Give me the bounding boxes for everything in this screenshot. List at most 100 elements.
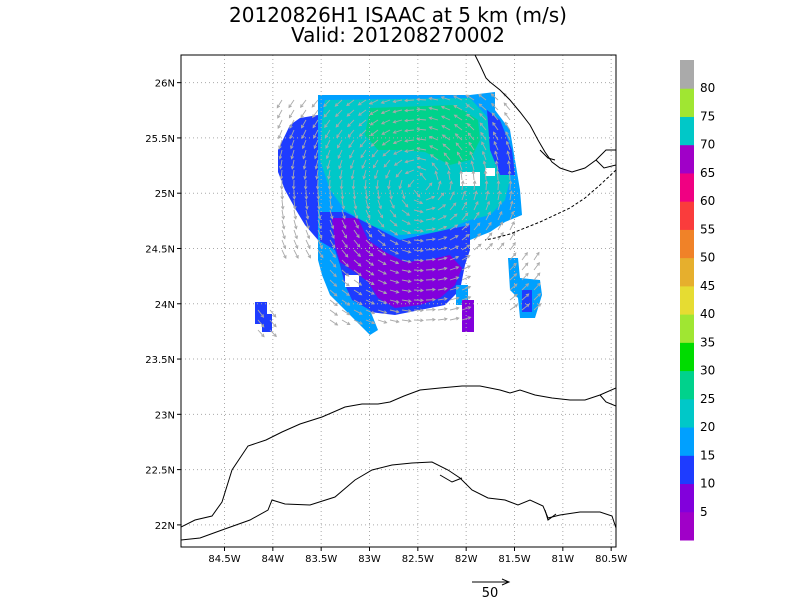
- wind-vector: [365, 249, 374, 257]
- lat-tick-label: 25N: [155, 189, 175, 200]
- wind-vector: [341, 279, 350, 287]
- wind-vector: [389, 319, 399, 323]
- colorbar-label: 30: [700, 364, 715, 378]
- wind-vector-head: [349, 154, 353, 159]
- wind-vector: [313, 139, 319, 149]
- lat-tick-label: 23N: [155, 410, 175, 421]
- wind-vector-head: [493, 140, 497, 145]
- wind-vector-head: [512, 252, 517, 257]
- wind-vector: [485, 191, 489, 201]
- wind-vector: [497, 180, 500, 191]
- wind-vector: [313, 129, 319, 139]
- wind-vector: [533, 293, 541, 301]
- wind-vector: [389, 269, 399, 274]
- wind-vector-head: [312, 114, 316, 119]
- wind-vector: [328, 169, 331, 179]
- wind-vector-head: [344, 244, 348, 249]
- colorbar-label: 50: [700, 251, 715, 265]
- wind-vector: [353, 249, 361, 257]
- lat-tick-label: 26N: [155, 79, 175, 90]
- wind-vector: [365, 309, 375, 314]
- wind-vector-head: [300, 104, 304, 108]
- wind-vector-head: [434, 170, 439, 175]
- wind-area-10-15-west: [278, 115, 318, 240]
- wind-vector: [370, 129, 379, 136]
- wind-vector-head: [273, 323, 277, 328]
- wind-vector-head: [467, 296, 472, 300]
- wind-vector: [324, 119, 331, 128]
- wind-vector-head: [443, 246, 448, 251]
- wind-vector: [533, 283, 541, 291]
- wind-vector-head: [504, 111, 508, 116]
- wind-vector: [377, 219, 385, 228]
- lon-tick-label: 84W: [262, 554, 285, 565]
- wind-vector: [473, 222, 481, 231]
- wind-vector-head: [392, 213, 397, 218]
- wind-vector: [419, 172, 427, 181]
- wind-vector: [303, 159, 307, 169]
- wind-vector: [360, 149, 367, 158]
- wind-vector-head: [404, 159, 409, 164]
- wind-vector: [257, 319, 265, 328]
- wind-vector-head: [358, 272, 362, 277]
- wind-vector-head: [441, 134, 446, 138]
- wind-vector-head: [369, 111, 374, 115]
- wind-vector-head: [276, 104, 281, 109]
- wind-vector: [441, 106, 451, 111]
- wind-vector: [359, 139, 367, 148]
- wind-vector-head: [392, 140, 397, 145]
- wind-vector-head: [261, 333, 265, 338]
- wind-vector: [507, 151, 511, 161]
- wind-vector: [467, 132, 475, 141]
- colorbar-label: 5: [700, 505, 708, 519]
- wind-vector-head: [341, 205, 346, 210]
- wind-vector: [352, 179, 355, 190]
- colorbar-label: 40: [700, 307, 715, 321]
- wind-vector-head: [357, 262, 362, 267]
- wind-vector-head: [348, 144, 352, 149]
- wind-vector: [335, 119, 343, 128]
- wind-vector-head: [440, 115, 445, 119]
- wind-vector: [509, 273, 517, 281]
- wind-vector-head: [431, 206, 436, 211]
- wind-vector-head: [358, 282, 363, 286]
- wind-vector-head: [371, 153, 376, 158]
- wind-vector-head: [404, 170, 409, 175]
- wind-vector-head: [455, 306, 460, 311]
- wind-vector: [455, 142, 463, 151]
- wind-vector: [467, 123, 475, 131]
- wind-vector: [413, 279, 424, 282]
- wind-vector-head: [404, 203, 409, 208]
- wind-vector-head: [416, 147, 421, 151]
- wind-vector-head: [536, 251, 540, 256]
- wind-vector-head: [293, 225, 298, 230]
- wind-vector: [341, 189, 344, 200]
- wind-vector-head: [407, 289, 412, 293]
- wind-vector: [399, 179, 403, 189]
- wind-vector: [393, 129, 403, 134]
- wind-vector-head: [460, 180, 465, 185]
- wind-vector-head: [416, 165, 421, 170]
- wind-vector-head: [380, 100, 385, 104]
- wind-vector-head: [499, 210, 503, 215]
- wind-vector-head: [488, 232, 493, 237]
- wind-vector-head: [329, 215, 334, 220]
- lon-tick-label: 81.5W: [498, 554, 530, 565]
- wind-vector: [492, 122, 499, 131]
- wind-vector-head: [419, 219, 424, 223]
- lon-tick-label: 82.5W: [402, 554, 434, 565]
- wind-vector: [466, 94, 475, 101]
- wind-vector-head: [338, 165, 342, 170]
- colorbar-label: 70: [700, 138, 715, 152]
- wind-vector-head: [362, 175, 367, 180]
- wind-vector: [325, 139, 331, 149]
- wind-vector: [461, 255, 471, 261]
- wind-vector-head: [513, 273, 518, 277]
- wind-vector: [449, 276, 459, 281]
- wind-vector: [473, 180, 476, 191]
- wind-vector-head: [407, 279, 412, 284]
- wind-vector: [454, 124, 463, 131]
- wind-vector-head: [525, 272, 529, 277]
- wind-vector: [277, 119, 283, 129]
- wind-vector: [437, 308, 447, 311]
